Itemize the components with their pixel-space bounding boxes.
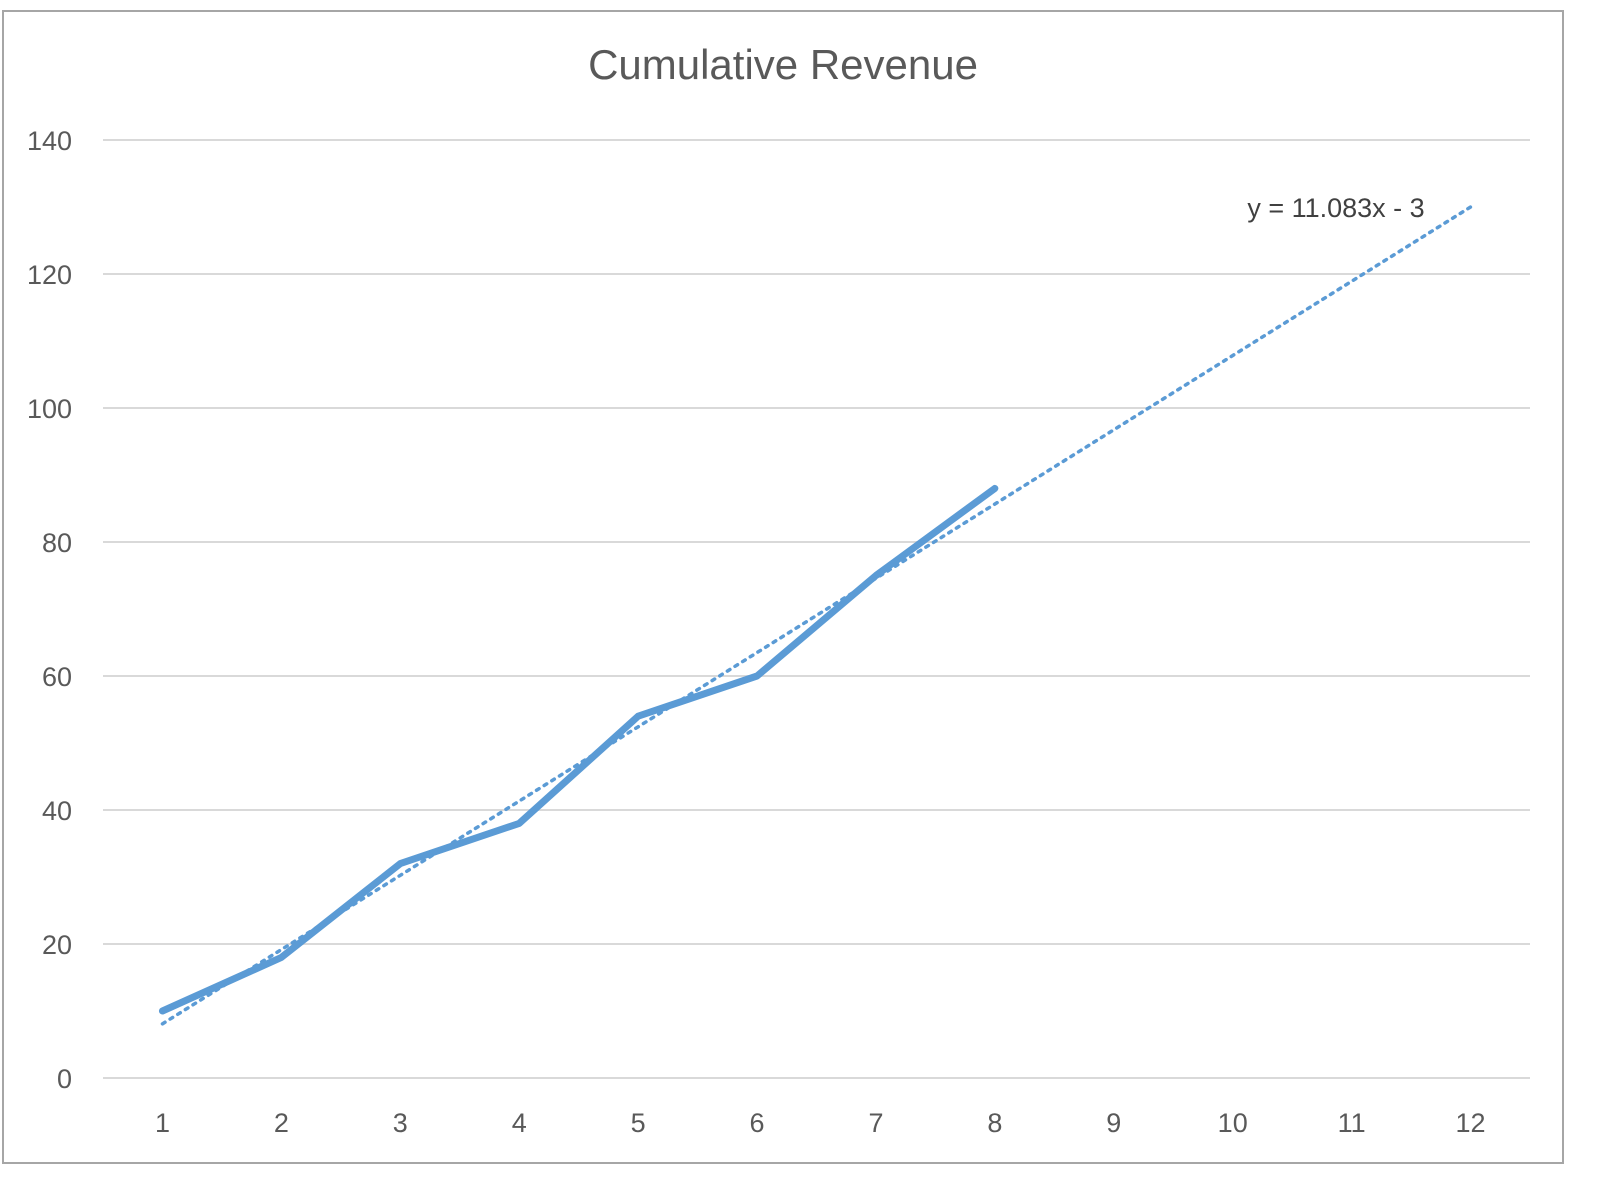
x-tick-label: 1: [155, 1108, 170, 1138]
x-tick-label: 4: [512, 1108, 527, 1138]
y-tick-label: 120: [27, 260, 72, 290]
x-tick-label: 9: [1106, 1108, 1121, 1138]
trendline-equation-label: y = 11.083x - 3: [1247, 193, 1424, 223]
x-tick-label: 6: [750, 1108, 765, 1138]
x-tick-label: 5: [631, 1108, 646, 1138]
x-tick-label: 10: [1218, 1108, 1248, 1138]
x-tick-label: 11: [1338, 1108, 1366, 1138]
chart-area: [2, 10, 1564, 1164]
x-tick-label: 7: [868, 1108, 883, 1138]
y-tick-label: 140: [27, 126, 72, 156]
trendline: [160, 205, 1473, 1026]
series-line-0: [158, 484, 999, 1015]
x-tick-label: 3: [393, 1108, 408, 1138]
y-tick-label: 60: [42, 662, 72, 692]
y-tick-label: 20: [42, 930, 72, 960]
y-tick-label: 0: [57, 1064, 72, 1094]
y-tick-label: 80: [42, 528, 72, 558]
y-tick-label: 100: [27, 394, 72, 424]
chart-title: Cumulative Revenue: [588, 41, 978, 88]
x-tick-label: 8: [987, 1108, 1002, 1138]
x-tick-label: 2: [274, 1108, 289, 1138]
x-tick-label: 12: [1456, 1108, 1486, 1138]
y-tick-label: 40: [42, 796, 72, 826]
